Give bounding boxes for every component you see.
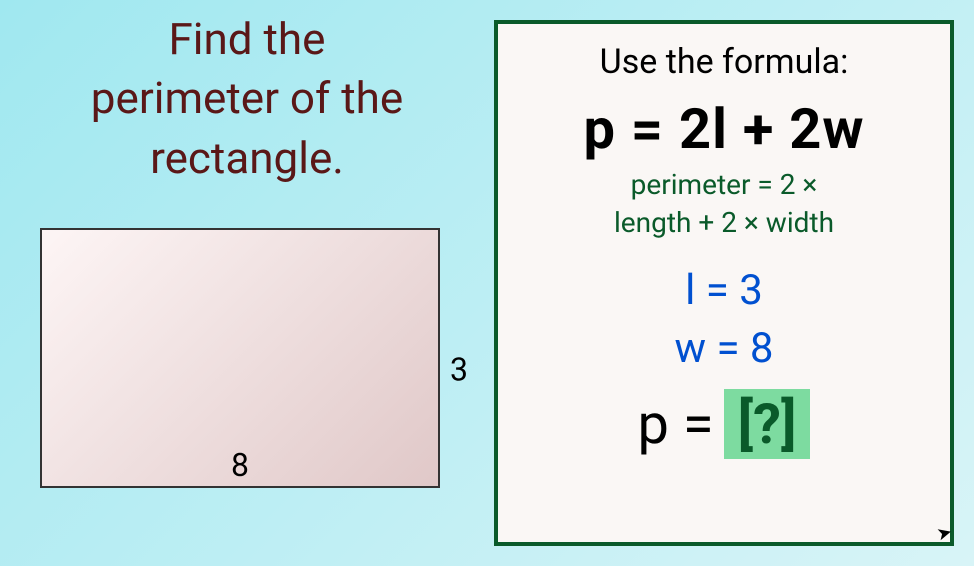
dimension-height: 3	[450, 351, 468, 389]
formula-description: perimeter = 2 × length + 2 × width	[614, 166, 834, 242]
answer-input-box[interactable]: [?]	[724, 389, 811, 459]
rectangle-figure: 3 8	[40, 228, 440, 488]
width-value: w = 8	[674, 324, 773, 373]
formula-heading: Use the formula:	[600, 42, 849, 82]
answer-row: p = [?]	[638, 389, 811, 459]
title-line-1: Find the	[168, 13, 325, 65]
problem-title: Find the perimeter of the rectangle.	[91, 10, 403, 188]
formula-equation: p = 2l + 2w	[583, 96, 864, 162]
title-line-2: perimeter of the	[91, 72, 403, 124]
formula-panel: Use the formula: p = 2l + 2w perimeter =…	[494, 20, 954, 546]
dimension-width: 8	[231, 446, 249, 484]
title-line-3: rectangle.	[150, 132, 344, 184]
answer-prefix: p =	[638, 391, 714, 457]
desc-line-1: perimeter = 2 ×	[631, 168, 818, 201]
desc-line-2: length + 2 × width	[614, 206, 834, 239]
left-panel: Find the perimeter of the rectangle. 3 8	[0, 0, 494, 566]
length-value: l = 3	[685, 266, 763, 315]
given-values: l = 3 w = 8	[674, 262, 773, 380]
